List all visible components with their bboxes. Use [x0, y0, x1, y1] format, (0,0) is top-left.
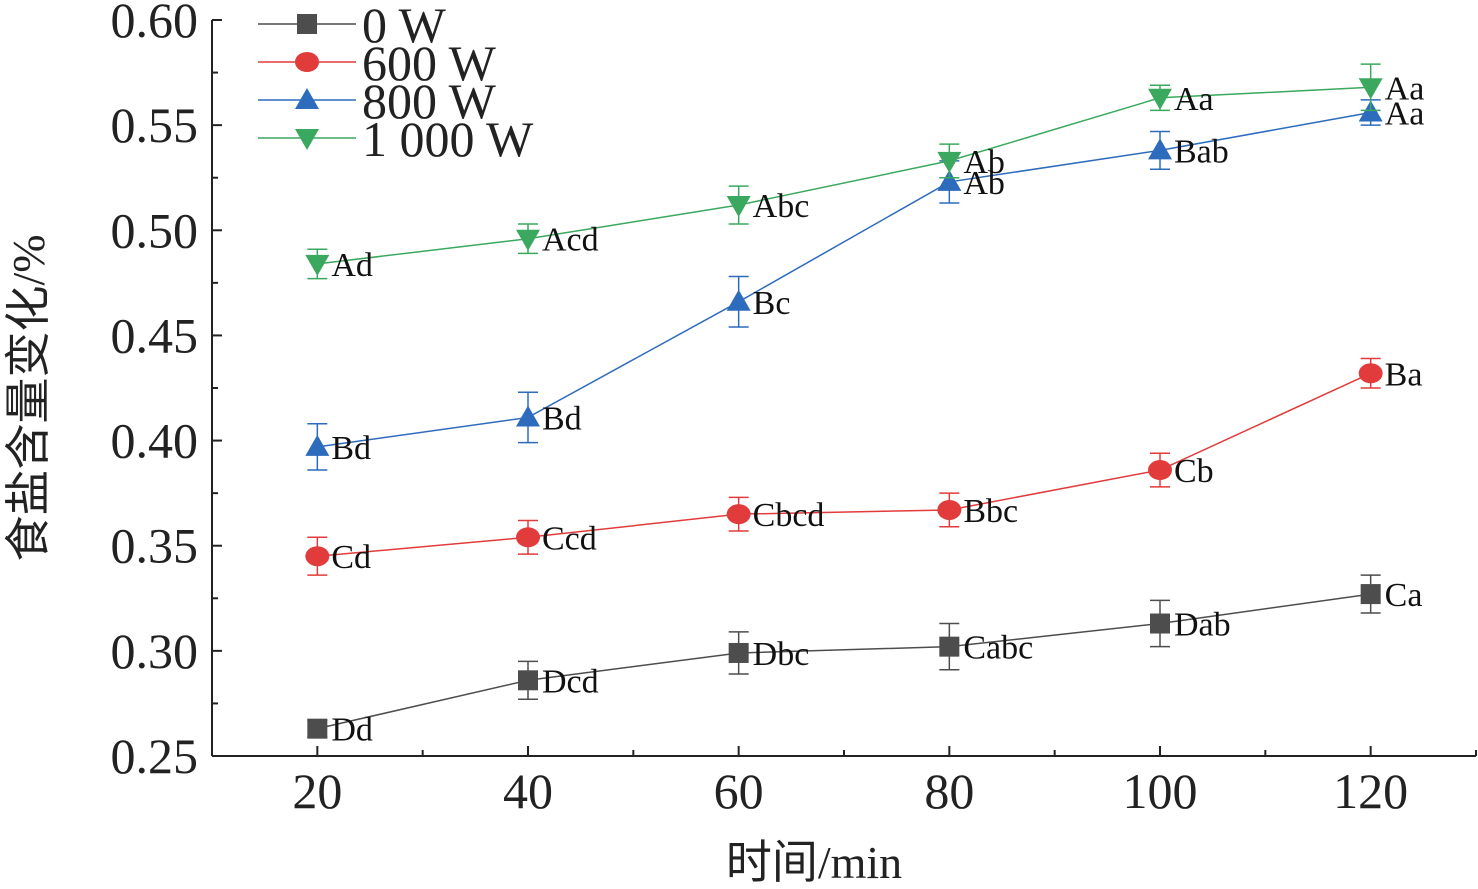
point-label: Aa: [1385, 70, 1425, 107]
x-tick-label: 80: [924, 763, 974, 819]
legend-entry: 800 W: [258, 73, 497, 129]
point-label: Bd: [331, 430, 371, 467]
point-label: Dbc: [753, 636, 810, 673]
point-label: Cbcd: [753, 497, 825, 534]
point-label: Bd: [542, 400, 582, 437]
x-tick-label: 20: [292, 763, 342, 819]
data-point: [937, 169, 962, 191]
data-point: [305, 254, 330, 276]
plot-area: Dd Dcd Dbc Cabc Dab Ca Cd Ccd Cbcd Bbc Cb Ba Bd Bd Bc A…: [305, 63, 1425, 749]
series-0: Dd Dcd Dbc Cabc Dab Ca: [307, 574, 1423, 749]
y-tick-label: 0.35: [111, 518, 199, 574]
data-point: [1358, 363, 1383, 384]
point-label: Dab: [1174, 607, 1231, 644]
legend-entry: 0 W: [258, 0, 447, 53]
data-point: [1148, 138, 1172, 160]
point-label: Cabc: [963, 630, 1033, 667]
data-point: [1358, 78, 1383, 100]
point-label: Dcd: [542, 663, 599, 700]
data-point: [516, 229, 540, 251]
point-label: Cd: [331, 539, 371, 576]
series-line: [317, 593, 1371, 730]
series-1: Cd Ccd Cbcd Bbc Cb Ba: [305, 356, 1422, 576]
x-axis-title: 时间/min: [726, 837, 902, 888]
point-label: Bbc: [963, 493, 1018, 530]
data-point: [939, 636, 960, 657]
legend-entry: 1 000 W: [258, 111, 534, 167]
data-point: [726, 504, 751, 525]
legend-entry: 600 W: [258, 35, 497, 91]
legend-marker: [295, 129, 319, 150]
data-point: [1360, 584, 1381, 605]
point-label: Abc: [753, 188, 810, 225]
data-point: [726, 289, 751, 311]
point-label: Cb: [1174, 453, 1214, 490]
y-tick-label: 0.25: [111, 728, 199, 784]
series-line: [317, 86, 1371, 265]
point-label: Ba: [1385, 356, 1423, 393]
legend-label: 800 W: [362, 73, 497, 129]
y-tick-label: 0.55: [111, 97, 199, 153]
data-point: [937, 151, 962, 173]
legend-marker: [297, 14, 317, 34]
x-tick-label: 40: [503, 763, 553, 819]
data-point: [516, 527, 540, 548]
legend-label: 1 000 W: [362, 111, 534, 167]
data-point: [305, 434, 330, 456]
series-line: [317, 372, 1371, 557]
point-label: Ab: [963, 144, 1005, 181]
legend-marker: [295, 88, 319, 109]
point-label: Bab: [1174, 133, 1229, 170]
data-point: [518, 670, 538, 691]
y-tick-label: 0.30: [111, 623, 199, 679]
axes: 0.25 0.30 0.35 0.40 0.45 0.50 0.55 0.60 20 40 60 80…: [111, 0, 1477, 819]
data-point: [728, 642, 749, 663]
point-label: Bc: [753, 285, 791, 322]
point-label: Acd: [542, 222, 599, 259]
point-label: Aa: [1174, 81, 1214, 118]
legend-marker: [295, 52, 319, 72]
y-tick-label: 0.50: [111, 202, 199, 258]
point-label: Ca: [1385, 577, 1423, 614]
y-axis-title: 食盐含量变化/%: [3, 234, 54, 561]
legend-label: 600 W: [362, 35, 497, 91]
point-label: Ccd: [542, 520, 597, 557]
data-point: [1148, 460, 1172, 481]
y-tick-label: 0.45: [111, 307, 199, 363]
series-line: [317, 111, 1371, 448]
x-tick-label: 60: [714, 763, 764, 819]
point-label: Dd: [331, 712, 373, 749]
point-label: Ad: [331, 247, 373, 284]
x-tick-label: 120: [1333, 763, 1408, 819]
data-point: [1148, 88, 1172, 110]
point-label: Aa: [1385, 96, 1425, 133]
data-point: [305, 546, 330, 567]
data-point: [516, 405, 540, 427]
data-point: [307, 718, 328, 739]
y-tick-label: 0.40: [111, 413, 199, 469]
data-point: [726, 196, 751, 218]
y-tick-label: 0.60: [111, 0, 199, 48]
data-point: [937, 499, 962, 520]
x-tick-label: 100: [1123, 763, 1198, 819]
point-label: Ab: [963, 165, 1005, 202]
legend-label: 0 W: [362, 0, 447, 53]
data-point: [1150, 613, 1170, 634]
